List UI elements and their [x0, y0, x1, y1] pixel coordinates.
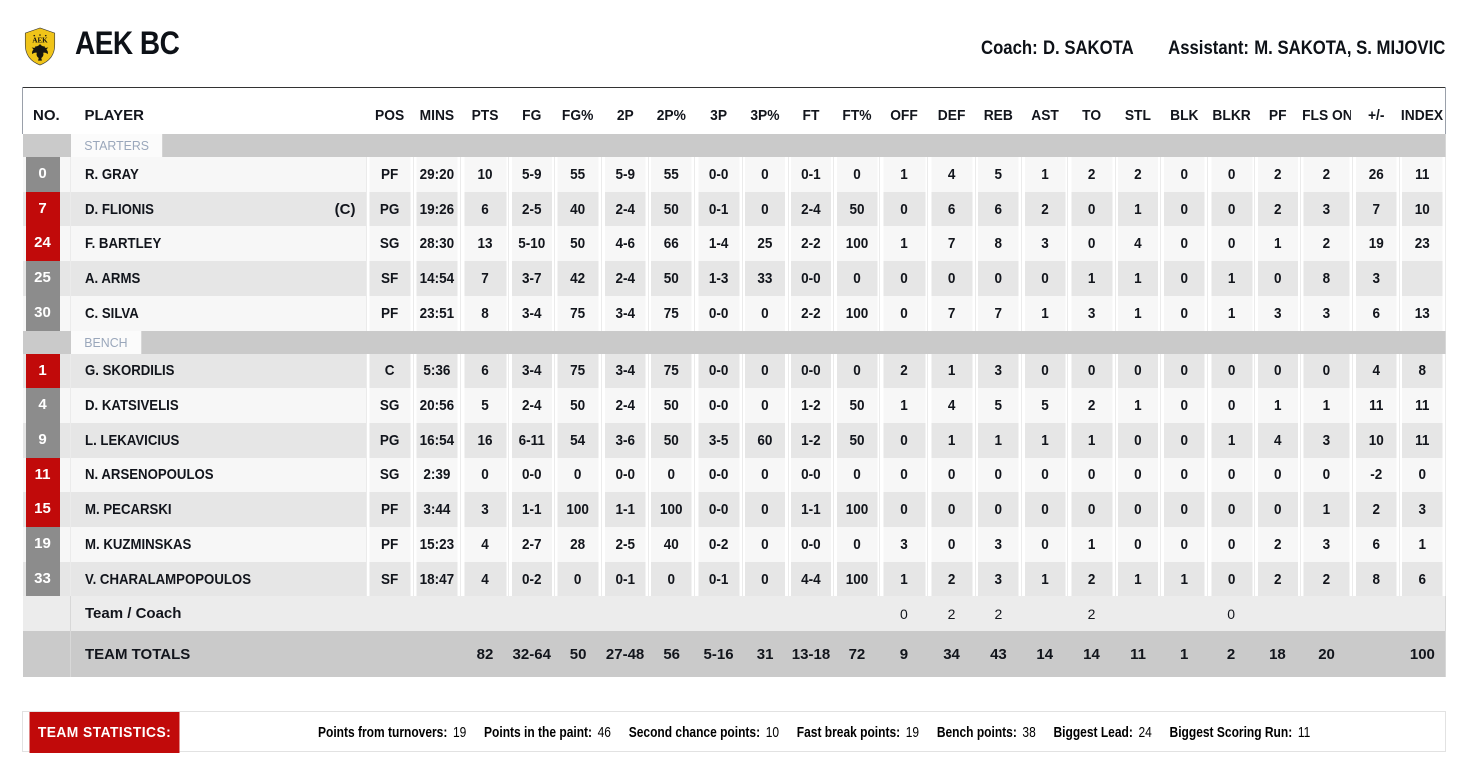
svg-text:ΑΕΚ: ΑΕΚ [32, 37, 48, 45]
